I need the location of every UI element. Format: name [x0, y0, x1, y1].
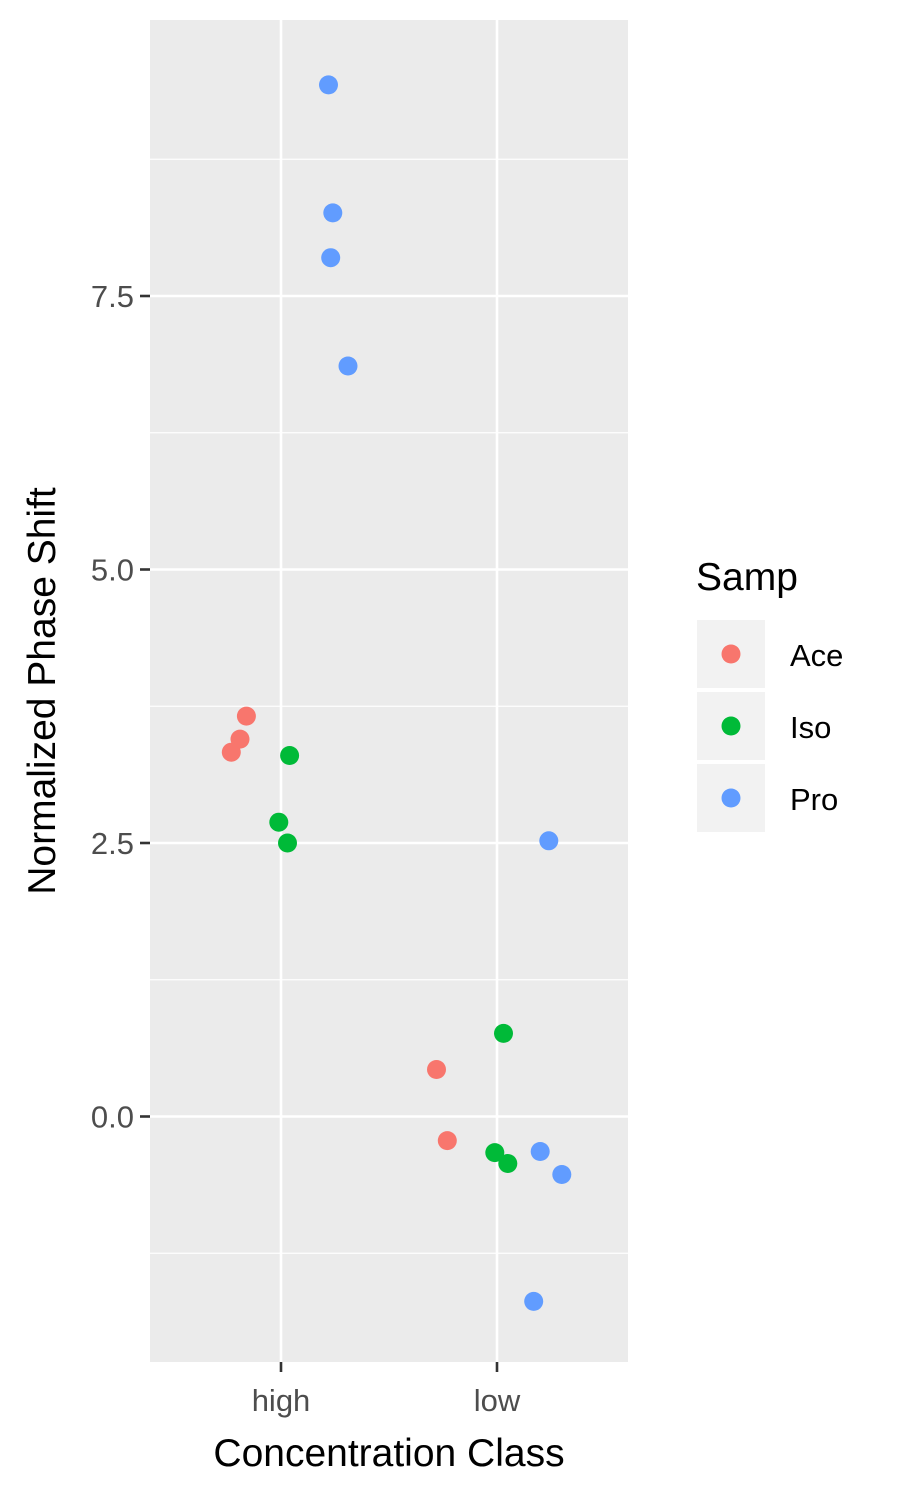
point-pro: [338, 356, 358, 376]
legend-items: Ace Iso Pro: [697, 620, 843, 832]
legend-label-ace: Ace: [790, 638, 843, 673]
point-iso: [269, 812, 289, 832]
panel-background: [150, 20, 628, 1362]
point-ace: [230, 729, 250, 749]
point-pro: [321, 248, 341, 268]
point-iso: [498, 1154, 518, 1173]
point-pro: [552, 1165, 572, 1184]
point-pro: [319, 75, 338, 95]
point-iso: [494, 1023, 513, 1043]
legend-label-pro: Pro: [790, 782, 838, 817]
y-tick-label: 2.5: [91, 826, 134, 861]
point-pro: [539, 831, 559, 851]
y-tick-label: 5.0: [91, 553, 134, 588]
point-iso: [485, 1143, 505, 1163]
legend: Samp Ace Iso Pro: [696, 556, 843, 832]
y-axis-title: Normalized Phase Shift: [21, 487, 64, 895]
x-tick-label: high: [252, 1383, 311, 1418]
point-ace: [427, 1060, 446, 1079]
legend-label-iso: Iso: [790, 710, 831, 745]
legend-title: Samp: [696, 556, 798, 599]
point-iso: [278, 833, 297, 853]
point-ace: [437, 1131, 457, 1151]
y-tick-label: 0.0: [91, 1100, 134, 1135]
grid-layer: [150, 20, 628, 1362]
point-pro: [530, 1142, 550, 1161]
legend-swatch-iso: [721, 716, 741, 736]
point-pro: [524, 1291, 544, 1311]
axis-ticks: 0.0 2.5 5.0 7.5 high low: [91, 279, 521, 1418]
x-axis-title: Concentration Class: [213, 1432, 564, 1475]
point-pro: [323, 203, 343, 223]
point-iso: [280, 746, 300, 765]
x-tick-label: low: [474, 1383, 521, 1418]
legend-swatch-pro: [721, 788, 741, 808]
y-tick-label: 7.5: [91, 279, 134, 314]
legend-swatch-ace: [721, 644, 741, 664]
data-points: [221, 75, 572, 1311]
point-ace: [236, 706, 256, 726]
